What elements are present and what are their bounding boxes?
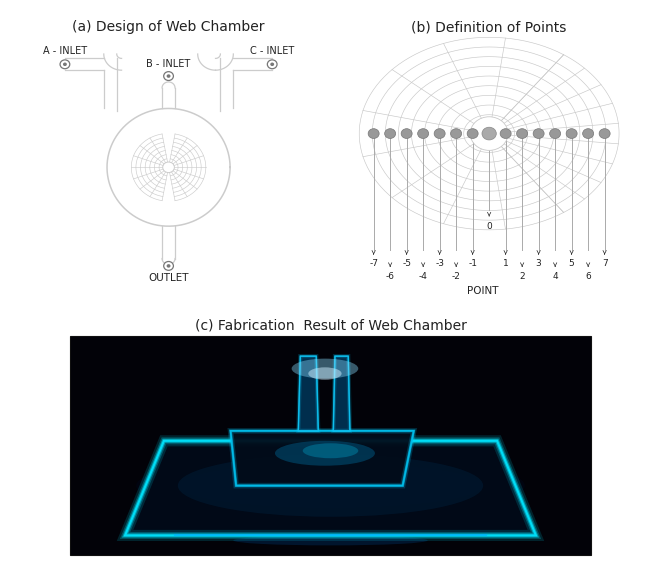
Ellipse shape [178,454,483,517]
Ellipse shape [178,463,483,508]
Polygon shape [231,431,414,486]
Text: 0: 0 [486,222,492,230]
Circle shape [566,128,577,139]
Text: OUTLET: OUTLET [148,273,189,283]
Text: -2: -2 [451,272,461,281]
Text: -6: -6 [385,272,395,281]
Polygon shape [333,356,350,431]
Text: -4: -4 [418,272,428,281]
Ellipse shape [136,454,525,517]
Circle shape [401,128,412,139]
Circle shape [467,128,478,139]
Text: (c) Fabrication  Result of Web Chamber: (c) Fabrication Result of Web Chamber [194,319,467,333]
Text: 3: 3 [536,259,541,268]
Text: -3: -3 [435,259,444,268]
Circle shape [267,60,277,68]
Circle shape [164,72,173,80]
Text: POINT: POINT [467,286,498,295]
Text: 7: 7 [602,259,607,268]
Circle shape [599,128,610,139]
Text: -1: -1 [468,259,477,268]
Circle shape [477,123,501,144]
Circle shape [63,62,67,66]
Text: B - INLET: B - INLET [147,59,190,68]
Circle shape [167,264,171,268]
Circle shape [418,128,428,139]
Ellipse shape [219,471,442,500]
Circle shape [434,128,445,139]
Ellipse shape [275,441,375,466]
Circle shape [164,261,173,271]
Ellipse shape [308,367,342,380]
Text: A - INLET: A - INLET [43,46,87,56]
Text: 5: 5 [568,259,574,268]
Text: (a) Design of Web Chamber: (a) Design of Web Chamber [72,20,265,34]
Polygon shape [125,441,536,535]
Circle shape [482,127,496,140]
Text: C - INLET: C - INLET [250,46,294,56]
Circle shape [60,60,70,68]
Circle shape [533,128,544,139]
Circle shape [385,128,396,139]
Polygon shape [298,356,319,431]
Circle shape [270,62,274,66]
Text: -5: -5 [402,259,411,268]
Circle shape [517,128,527,139]
Circle shape [167,74,171,78]
Text: -7: -7 [369,259,378,268]
Text: 4: 4 [553,272,558,281]
Circle shape [470,117,508,151]
Ellipse shape [233,535,428,546]
Ellipse shape [303,443,358,458]
Ellipse shape [292,359,358,379]
Circle shape [368,128,379,139]
Circle shape [500,128,511,139]
FancyBboxPatch shape [69,336,592,555]
Text: 1: 1 [503,259,508,268]
Circle shape [451,128,461,139]
Circle shape [582,128,594,139]
Text: 6: 6 [585,272,591,281]
Circle shape [550,128,561,139]
Text: (b) Definition of Points: (b) Definition of Points [411,20,567,35]
Text: 2: 2 [520,272,525,281]
Circle shape [163,162,175,173]
